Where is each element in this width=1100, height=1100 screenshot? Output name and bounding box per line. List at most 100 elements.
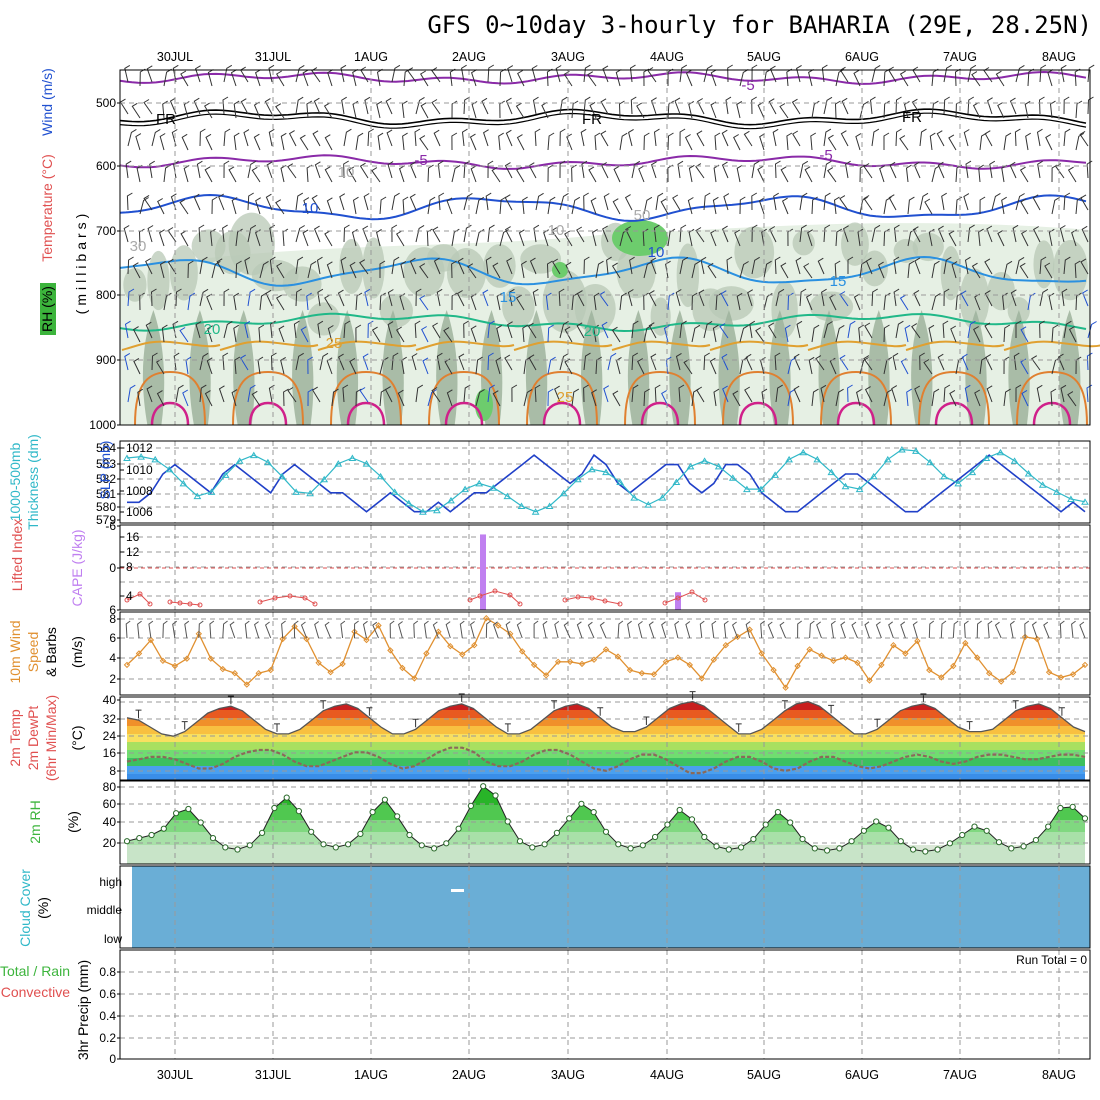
- wind-barb: [379, 388, 387, 407]
- rh-band: [127, 805, 1085, 820]
- wind-barb: [535, 192, 544, 211]
- wind-barb: [199, 288, 209, 307]
- temperature-contour: [119, 108, 1087, 126]
- lifted-index-point: [562, 597, 568, 603]
- wind-barb: [931, 68, 939, 87]
- wind-barb: [883, 68, 891, 87]
- wind-barb: [355, 292, 363, 311]
- wind-barb: [555, 65, 562, 83]
- wind-speed-point: [483, 614, 490, 622]
- temp2m-label-b: 2m DewPt: [25, 706, 41, 771]
- wind-barb: [835, 324, 845, 343]
- wind-speed-point: [962, 639, 969, 647]
- wind-barb: [864, 386, 873, 403]
- wind-barb: [808, 356, 815, 375]
- wind-barb: [280, 164, 287, 183]
- thickness-point: [602, 468, 610, 476]
- rh-shade-dark: [911, 310, 933, 425]
- wind-barb: [343, 320, 351, 339]
- wind-barb: [697, 98, 705, 115]
- wind-barb: [470, 165, 477, 183]
- wind-speed-point: [674, 654, 682, 661]
- wind-barb: [187, 292, 196, 311]
- wind-barb: [499, 196, 507, 215]
- wind-barb: [1003, 388, 1011, 407]
- wind-barb: [532, 288, 539, 307]
- rh-shade-mid: [987, 271, 1015, 311]
- wind-barb: [411, 353, 418, 371]
- wind-speed-point: [123, 661, 131, 669]
- wind-barb: [222, 96, 229, 115]
- wind-barb: [135, 133, 142, 151]
- wind-barb: [415, 384, 424, 403]
- wind-speed-point: [1057, 674, 1065, 681]
- wind-barb: [385, 97, 393, 115]
- rh-shade-mid: [809, 291, 854, 322]
- wind-barb: [171, 129, 178, 147]
- axis-tick-label: 8: [109, 764, 116, 778]
- rh2m-point: [1057, 804, 1064, 812]
- wind10-barb: [1059, 620, 1065, 639]
- contour-label: 20: [204, 321, 221, 338]
- wind-barb: [1063, 128, 1071, 147]
- wind-barb: [340, 256, 347, 275]
- wind-barb: [137, 388, 144, 407]
- contour-label: 25: [557, 389, 574, 406]
- rh2m-point: [959, 831, 966, 839]
- wind-barb: [736, 292, 743, 311]
- axis-tick-label: 12: [126, 545, 140, 559]
- wind-barb: [602, 225, 609, 243]
- wind-speed-point: [698, 675, 706, 682]
- wind-barb: [1025, 132, 1031, 151]
- wind-speed-point: [183, 655, 191, 662]
- wind-barb: [663, 324, 670, 343]
- wind-speed-point: [1009, 668, 1017, 676]
- wind-barb: [739, 261, 749, 279]
- wind-barb: [675, 352, 682, 371]
- wind-barb: [678, 384, 685, 403]
- wind-barb: [744, 386, 753, 403]
- temp2m-panel: 40 32 24 16 8 2m Temp 2m DewPt (6hr Min/Max)…: [7, 691, 1091, 781]
- wind10-barb: [493, 621, 499, 639]
- wind-barb: [359, 259, 369, 275]
- wind-speed-point: [950, 662, 957, 670]
- wind-barb: [223, 128, 231, 147]
- wind-speed-point: [985, 669, 993, 677]
- cloud-level-high: high: [99, 875, 122, 889]
- wind-barb: [583, 64, 591, 83]
- wind-barb: [772, 128, 779, 147]
- wind10-barb: [1043, 621, 1050, 639]
- wind-barb: [892, 352, 899, 371]
- rh2m-point: [885, 824, 892, 831]
- wind-barb: [247, 384, 256, 403]
- cape-bar: [480, 534, 486, 610]
- wind-barb: [199, 256, 208, 275]
- wind-barb: [485, 256, 492, 275]
- wind-barb: [409, 257, 417, 275]
- thickness-point: [179, 479, 188, 487]
- wind10-barb: [723, 620, 729, 639]
- wind-barb: [233, 100, 240, 119]
- wind-barb: [313, 225, 321, 243]
- wind-barb: [446, 197, 453, 215]
- wind-barb: [147, 225, 154, 243]
- rh2m-point: [357, 830, 364, 838]
- wind-barb: [268, 64, 275, 83]
- wind-barb: [667, 228, 676, 247]
- wind-barb: [1014, 128, 1021, 147]
- wind-barb: [355, 324, 362, 343]
- wind-barb: [713, 388, 720, 407]
- axis-tick-label: 582: [96, 472, 116, 486]
- wind-barb: [911, 98, 921, 115]
- wind-barb: [183, 165, 190, 183]
- cloud-level-low: low: [104, 932, 122, 946]
- wind-barb: [143, 99, 153, 115]
- cloud-label-a: Cloud Cover: [17, 869, 33, 947]
- run-total: Run Total = 0: [1016, 953, 1087, 967]
- wind-barb: [499, 100, 506, 119]
- temp2m-label-a: 2m Temp: [7, 709, 23, 767]
- contour-35: [836, 401, 876, 426]
- wind-barb: [288, 130, 297, 147]
- wind-barb: [371, 326, 381, 343]
- wind10-panel: 8 6 4 2 10m Wind Speed & Barbs (m/s): [7, 611, 1091, 696]
